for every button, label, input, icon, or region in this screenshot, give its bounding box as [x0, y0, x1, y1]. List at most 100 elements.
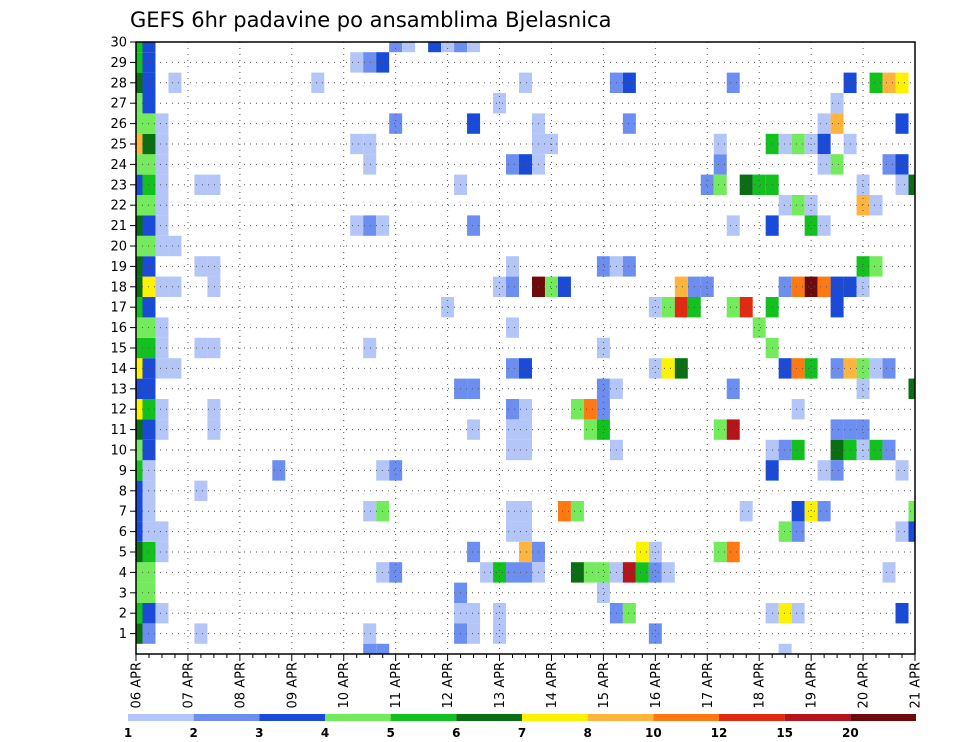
- heatmap-cell: [557, 501, 571, 522]
- heatmap-cell: [648, 358, 662, 379]
- colorbar-swatch: [390, 714, 457, 721]
- heatmap-cell: [467, 378, 481, 399]
- x-tick-label: 06 APR: [130, 662, 145, 708]
- heatmap-cell: [136, 419, 143, 440]
- heatmap-cell: [168, 276, 182, 297]
- y-tick-label: 24: [110, 158, 127, 173]
- heatmap-cell: [467, 541, 481, 563]
- heatmap-cell: [136, 215, 143, 236]
- heatmap-cell: [207, 256, 221, 277]
- heatmap-cell: [882, 154, 896, 175]
- heatmap-cell: [830, 460, 844, 481]
- colorbar-swatch: [259, 714, 325, 721]
- heatmap-cell: [136, 113, 143, 134]
- heatmap-cell: [804, 276, 818, 297]
- heatmap-cell: [402, 42, 416, 53]
- heatmap-cell: [895, 460, 909, 481]
- heatmap-cell: [207, 276, 221, 297]
- heatmap-cell: [778, 643, 792, 654]
- heatmap-cell: [467, 603, 481, 624]
- heatmap-cell: [596, 562, 610, 583]
- y-tick-label: 7: [119, 505, 127, 520]
- heatmap-cell: [350, 133, 364, 155]
- heatmap-cell: [856, 256, 870, 277]
- heatmap-cell: [136, 399, 143, 420]
- y-tick-label: 27: [110, 97, 127, 112]
- x-tick-label: 07 APR: [181, 662, 196, 708]
- x-tick-label: 17 APR: [701, 662, 716, 708]
- heatmap-cell: [570, 562, 584, 583]
- heatmap-cell: [136, 235, 143, 257]
- heatmap-cell: [739, 501, 753, 522]
- heatmap-cell: [596, 419, 610, 440]
- y-tick-label: 6: [119, 525, 127, 540]
- heatmap-cell: [519, 399, 532, 420]
- heatmap-cell: [726, 419, 740, 440]
- y-tick-label: 29: [110, 56, 127, 71]
- heatmap-cell: [168, 235, 182, 257]
- x-tick-label: 21 APR: [909, 662, 924, 708]
- heatmap-cell: [136, 256, 143, 277]
- colorbar-swatch: [456, 714, 522, 721]
- heatmap-cell: [830, 297, 844, 318]
- colorbar-label: 2: [189, 726, 197, 740]
- heatmap-cell: [804, 501, 818, 522]
- heatmap-cell: [752, 174, 766, 195]
- colorbar-swatch: [325, 714, 391, 721]
- heatmap-cell: [648, 623, 662, 644]
- heatmap-cell: [136, 174, 143, 195]
- heatmap-cell: [389, 42, 403, 53]
- heatmap-cell: [363, 52, 377, 73]
- heatmap-cell: [493, 93, 507, 114]
- colorbar-label: 12: [711, 726, 728, 740]
- x-tick-label: 16 APR: [649, 662, 664, 708]
- y-tick-label: 28: [110, 76, 127, 91]
- heatmap-cell: [194, 256, 208, 277]
- heatmap-cell: [661, 562, 675, 583]
- y-tick-label: 21: [110, 219, 127, 234]
- heatmap-cell: [519, 72, 532, 93]
- heatmap-cell: [136, 52, 143, 73]
- heatmap-cell: [778, 276, 792, 297]
- x-tick-label: 19 APR: [805, 662, 820, 708]
- heatmap-cell: [136, 276, 143, 297]
- heatmap-cell: [155, 541, 169, 563]
- y-tick-label: 30: [110, 36, 127, 51]
- heatmap-cell: [155, 174, 169, 195]
- heatmap-cell: [441, 297, 455, 318]
- heatmap-cell: [778, 358, 792, 379]
- heatmap-cell: [622, 256, 636, 277]
- heatmap-cell: [467, 419, 481, 440]
- heatmap-cell: [791, 358, 805, 379]
- heatmap-cell: [136, 195, 143, 216]
- heatmap-cell: [155, 399, 169, 420]
- heatmap-cell: [869, 439, 883, 461]
- heatmap-cell: [778, 439, 792, 461]
- heatmap-cell: [136, 42, 143, 53]
- colorbar-label: 15: [776, 726, 793, 740]
- heatmap-cell: [493, 562, 507, 583]
- heatmap-cell: [817, 501, 831, 522]
- heatmap-cell: [739, 174, 753, 195]
- heatmap-cell: [493, 276, 507, 297]
- heatmap-cell: [817, 154, 831, 175]
- heatmap-cell: [817, 215, 831, 236]
- heatmap-cell: [155, 154, 169, 175]
- heatmap-cell: [155, 337, 169, 359]
- heatmap-cell: [869, 195, 883, 216]
- heatmap-cell: [136, 501, 143, 522]
- heatmap-cell: [583, 419, 597, 440]
- heatmap-cell: [136, 337, 143, 359]
- heatmap-cell: [726, 215, 740, 236]
- heatmap-cell: [661, 358, 675, 379]
- heatmap-cell: [622, 562, 636, 583]
- heatmap-cell: [350, 215, 364, 236]
- heatmap-cell: [363, 337, 377, 359]
- heatmap-cell: [908, 174, 915, 195]
- colorbar-label: 6: [452, 726, 460, 740]
- y-tick-label: 17: [110, 301, 127, 316]
- heatmap-cell: [272, 460, 286, 481]
- y-tick-label: 20: [110, 240, 127, 255]
- y-tick-label: 26: [110, 117, 127, 132]
